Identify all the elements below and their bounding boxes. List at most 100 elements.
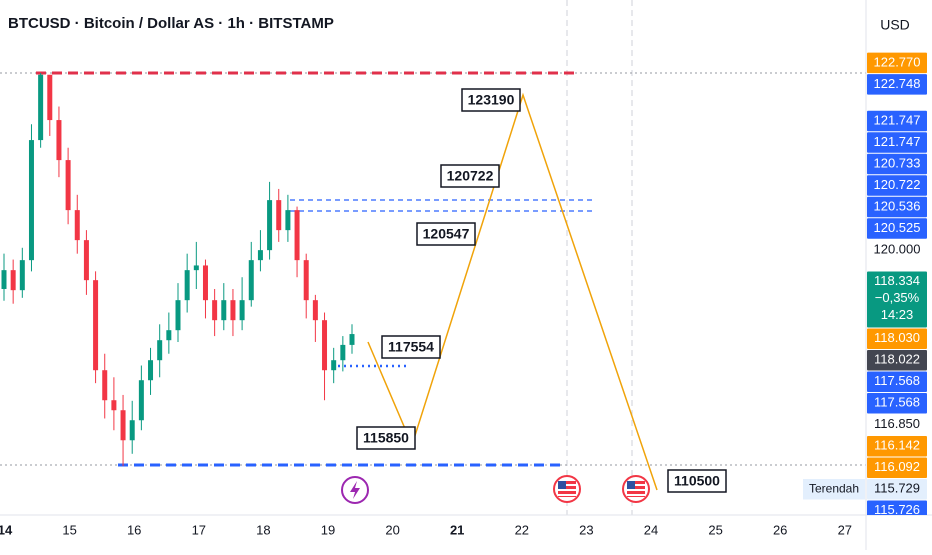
candle-body [157, 340, 163, 361]
candle-body [340, 344, 346, 361]
candle-body [19, 260, 25, 291]
event-icon[interactable] [341, 476, 369, 504]
price-label-bg [867, 350, 927, 371]
x-tick-label: 17 [192, 522, 206, 537]
candle-body [257, 250, 263, 261]
price-label-bg [867, 175, 927, 196]
candle-body [111, 400, 117, 411]
x-tick-label: 15 [62, 522, 76, 537]
price-label: 122.770 [874, 54, 921, 69]
price-label-bg [867, 52, 927, 74]
price-label: 120.000 [874, 241, 921, 256]
x-tick-label: 27 [838, 522, 852, 537]
price-label: 122.748 [874, 76, 921, 91]
annotation-box [461, 88, 521, 112]
candle-body [184, 270, 190, 301]
x-tick-label: 23 [579, 522, 593, 537]
price-label-bg [867, 500, 927, 515]
price-label-name: Terendah [809, 481, 859, 495]
price-label-bg [867, 371, 927, 393]
candle-body [212, 300, 218, 321]
price-label: 117.568 [874, 373, 920, 388]
x-tick-label: 22 [515, 522, 529, 537]
price-label: 120.536 [874, 198, 921, 213]
price-label: 116.092 [874, 459, 920, 474]
candle-body [221, 300, 227, 321]
annotation-box [416, 222, 476, 246]
currency-label: USD [880, 17, 910, 33]
price-label-bg [867, 436, 927, 457]
price-label-extra: 14:23 [881, 307, 914, 322]
candle-body [65, 160, 71, 211]
candle-body [248, 260, 254, 301]
candle-body [83, 240, 89, 281]
x-tick-label: 14 [0, 522, 13, 537]
x-tick-label: 20 [385, 522, 399, 537]
candles [1, 72, 355, 467]
candle-body [1, 270, 7, 289]
x-tick-label: 21 [450, 522, 464, 537]
annotation-label: 123190 [468, 92, 515, 108]
projection-path [367, 92, 658, 491]
annotation-label: 115850 [363, 430, 409, 446]
annotation-box [667, 469, 727, 493]
event-icon[interactable] [622, 475, 650, 503]
price-label: 120.722 [874, 177, 921, 192]
price-label-bg [867, 457, 927, 479]
candle-body [202, 265, 208, 301]
price-label-bg [867, 218, 927, 239]
price-label: 121.747 [874, 112, 921, 127]
price-label: 118.334 [874, 273, 920, 288]
price-label: 115.726 [874, 502, 920, 517]
x-axis: 14 15 16 17 18 19 20 21 22 23 24 25 26 27 [0, 522, 852, 537]
candle-body [129, 420, 135, 441]
candle-body [239, 300, 245, 321]
candle-body [38, 74, 44, 141]
annotation-label: 120722 [447, 168, 494, 184]
price-label-bg [867, 271, 927, 328]
candle-body [166, 330, 172, 341]
x-tick-label: 16 [127, 522, 141, 537]
price-label: 116.850 [874, 416, 920, 431]
x-tick-label: 19 [321, 522, 335, 537]
annotation-label: 110500 [674, 473, 720, 489]
price-label: 117.568 [874, 395, 920, 410]
price-axis: 122.770 122.748 121.747 121.747 120.733 120.7… [867, 52, 927, 517]
candle-body [285, 210, 291, 231]
annotations: 123190 120722 120547 117554 115850 110500 [356, 88, 727, 493]
price-label-bg [867, 153, 927, 175]
price-label-bg [867, 479, 927, 500]
annotation-label: 117554 [388, 339, 434, 355]
candle-body [267, 200, 273, 251]
x-tick-label: 18 [256, 522, 270, 537]
price-label-bg [867, 328, 927, 350]
price-label: 120.525 [874, 220, 921, 235]
price-label: 118.030 [874, 330, 920, 345]
candle-body [276, 200, 282, 231]
candle-body [349, 334, 355, 345]
candle-body [56, 120, 62, 161]
candle-body [47, 74, 53, 121]
price-label: 115.729 [874, 481, 920, 496]
candle-body [322, 320, 328, 371]
price-label: 116.142 [874, 438, 920, 453]
annotation-box [440, 164, 500, 188]
price-label-bg [867, 132, 927, 153]
x-tick-label: 25 [708, 522, 722, 537]
x-tick-label: 24 [644, 522, 658, 537]
price-label-name-bg [803, 479, 865, 500]
annotation-label: 120547 [423, 226, 470, 242]
annotation-box [381, 335, 441, 359]
candle-body [294, 210, 300, 261]
candle-body [10, 270, 16, 291]
event-icon[interactable] [553, 475, 581, 503]
candle-body [28, 140, 34, 261]
candle-body [331, 360, 337, 371]
price-label-extra: −0,35% [875, 290, 920, 305]
price-label-bg [867, 393, 927, 414]
annotation-box [356, 426, 416, 450]
price-label-bg [867, 110, 927, 132]
candle-body [230, 300, 236, 321]
price-label: 118.022 [874, 352, 920, 367]
